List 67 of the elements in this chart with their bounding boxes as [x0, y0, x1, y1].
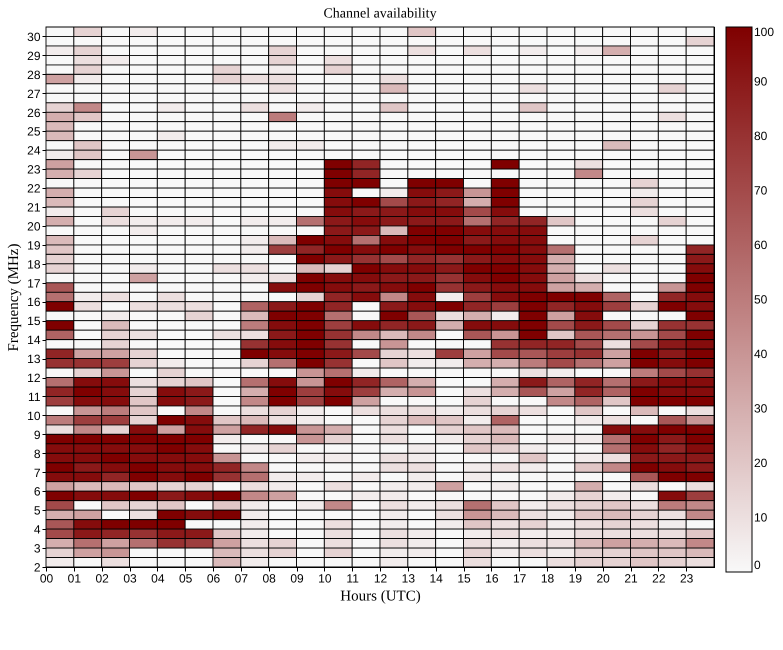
y-tick-label: 18 — [27, 257, 41, 272]
color-bar-label: 80 — [754, 129, 768, 143]
x-tick-label: 13 — [402, 572, 416, 586]
y-tick-label: 5 — [34, 504, 41, 518]
color-bar-label: 90 — [754, 74, 768, 88]
y-tick-label: 28 — [27, 68, 41, 82]
x-tick-label: 06 — [206, 572, 220, 586]
y-tick-label: 12 — [27, 371, 41, 386]
y-tick-label: 14 — [27, 333, 41, 348]
y-tick-label: 15 — [27, 314, 41, 328]
color-bar-label: 10 — [754, 510, 768, 524]
color-bar-label: 70 — [754, 184, 768, 198]
x-tick-label: 14 — [429, 572, 444, 586]
y-tick-label: 3 — [34, 542, 41, 556]
y-tick-label: 8 — [34, 446, 41, 461]
color-bar-label: 100 — [754, 25, 774, 39]
y-tick-label: 22 — [27, 182, 41, 196]
x-tick-label: 05 — [178, 572, 193, 586]
x-tick-label: 21 — [624, 572, 638, 586]
x-tick-label: 10 — [318, 572, 332, 586]
y-tick-label: 10 — [27, 408, 41, 423]
y-tick-label: 7 — [34, 466, 41, 480]
y-tick-label: 16 — [27, 295, 41, 310]
x-axis-title: Hours (UTC) — [340, 588, 421, 604]
x-tick-label: 02 — [95, 572, 110, 586]
y-tick-label: 13 — [27, 352, 41, 366]
x-tick-label: 08 — [262, 572, 276, 586]
y-tick-label: 11 — [28, 390, 41, 404]
y-tick-label: 25 — [27, 124, 41, 139]
y-tick-label: 9 — [34, 428, 41, 442]
color-bar-label: 60 — [754, 238, 768, 252]
chart-title: Channel availability — [323, 6, 437, 22]
y-axis-title: Frequency (MHz) — [6, 244, 22, 352]
y-tick-label: 21 — [27, 200, 41, 214]
y-tick-label: 17 — [27, 276, 41, 290]
x-tick-label: 18 — [540, 572, 554, 586]
x-tick-label: 19 — [568, 572, 582, 586]
x-tick-label: 16 — [485, 572, 499, 586]
y-tick-label: 4 — [34, 522, 41, 537]
x-tick-label: 20 — [596, 572, 610, 586]
x-tick-label: 22 — [652, 572, 666, 586]
y-tick-label: 23 — [27, 162, 41, 177]
x-tick-label: 03 — [123, 572, 137, 586]
color-bar-label: 40 — [754, 347, 768, 361]
x-tick-label: 09 — [290, 572, 304, 586]
x-tick-label: 15 — [457, 572, 471, 586]
color-bar-label: 20 — [754, 456, 768, 470]
y-tick-label: 29 — [27, 48, 41, 63]
y-tick-label: 24 — [27, 144, 41, 158]
color-bar-label: 50 — [754, 292, 768, 306]
x-tick-label: 23 — [680, 572, 694, 586]
x-tick-label: 07 — [234, 572, 248, 586]
x-tick-label: 00 — [40, 572, 54, 586]
y-tick-label: 27 — [27, 86, 41, 101]
y-tick-label: 2 — [34, 560, 41, 574]
y-tick-label: 6 — [34, 484, 41, 499]
x-tick-label: 17 — [512, 572, 527, 586]
color-bar-label: 0 — [754, 558, 761, 572]
color-bar-label: 30 — [754, 402, 768, 416]
x-tick-label: 01 — [68, 572, 82, 586]
y-tick-label: 20 — [27, 219, 41, 234]
x-tick-label: 11 — [346, 572, 360, 586]
x-tick-label: 04 — [151, 572, 165, 586]
y-tick-label: 26 — [27, 106, 41, 120]
y-tick-label: 30 — [27, 30, 41, 44]
y-tick-label: 19 — [27, 238, 41, 252]
x-tick-label: 12 — [374, 572, 388, 586]
